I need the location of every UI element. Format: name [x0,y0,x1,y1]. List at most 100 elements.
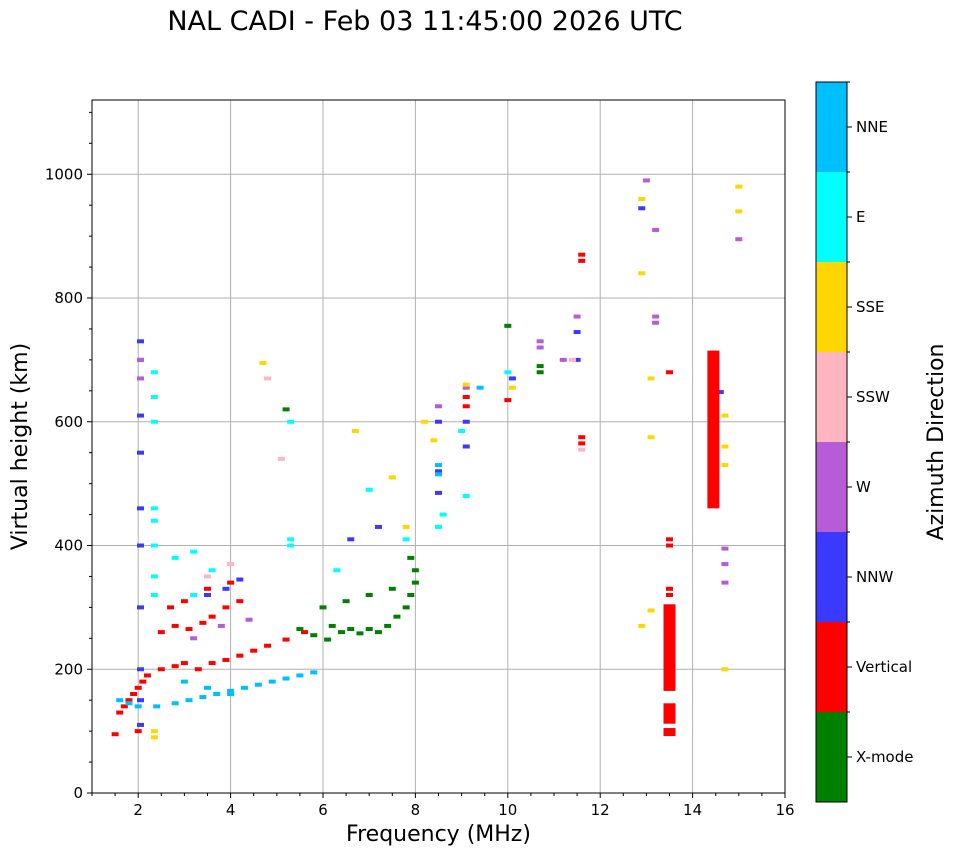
data-point-e [190,549,198,554]
data-point-x-mode [337,630,345,635]
data-point-nnw [137,339,145,344]
data-point-ssw [277,456,285,461]
data-point-nnw [435,419,442,424]
data-point-nnw [435,469,442,474]
colorbar-tick-label: NNW [856,568,893,586]
data-point-sse [259,360,267,365]
x-tick-label: 6 [318,801,328,819]
data-point-sse [150,735,158,740]
data-point-x-mode [310,633,318,638]
data-point-x-mode [411,580,419,585]
data-point-nnw [222,586,230,591]
data-point-x-mode [536,370,544,375]
data-point-e [208,568,216,573]
data-point-sse [647,608,655,613]
grid [92,100,786,793]
data-point-sse [430,438,438,443]
data-point-e [435,524,442,529]
data-point-nnw [137,667,145,672]
data-point-vertical [171,664,179,669]
data-point-vertical [504,398,512,403]
colorbar-tick-label: Vertical [856,658,912,676]
data-point-x-mode [536,364,544,369]
data-point-vertical [301,630,309,635]
data-point-nnw [137,543,145,548]
data-point-nne [153,704,161,709]
data-point-nne [282,676,290,681]
y-tick-label: 400 [54,537,83,555]
data-point-ssw [568,357,576,362]
x-tick-label: 14 [683,801,702,819]
data-point-vertical [204,586,211,591]
data-point-sse [721,413,729,418]
data-point-x-mode [374,630,382,635]
data-point-vertical [139,679,147,684]
data-point-sse [638,197,646,201]
data-point-sse [351,429,359,434]
data-point-nne [435,472,442,477]
data-point-nnw [204,593,211,597]
axes: 2 4 6 8 10 12 14 16 0 200 400 600 800 1000 [45,111,795,819]
data-point-w [735,237,743,242]
data-point-nnw [137,698,145,703]
data-point-ssw [227,562,235,567]
data-point-vertical [236,653,244,658]
data-point-nne [134,704,142,709]
data-point-vertical [194,667,202,672]
data-point-ssw [264,376,272,381]
data-point-vertical [180,599,188,604]
data-point-e [150,593,158,597]
data-point-e [439,512,447,517]
data-point-w [536,345,544,350]
x-tick-label: 16 [775,801,794,819]
data-point-x-mode [411,568,419,573]
data-point-vertical [250,648,258,653]
data-point-nnw [435,490,442,495]
data-point-w [245,617,253,622]
colorbar-frame [815,81,848,803]
data-point-vertical [208,661,216,666]
data-point-e [150,506,158,511]
data-point-nnw [716,390,724,395]
data-point-nne [185,698,193,703]
data-point-vertical [666,586,673,591]
data-point-e [402,537,410,542]
x-tick-label: 12 [591,801,610,819]
data-point-nne [171,701,179,706]
data-point-sse [508,385,516,390]
data-point-vertical [236,599,244,604]
data-point-vertical [227,580,235,585]
colorbar-segment-w [816,442,847,532]
data-point-vertical [578,258,586,263]
data-point-nne [227,692,235,696]
data-point-nnw [137,413,145,418]
colorbar-tick-label: E [856,208,865,226]
plot-frame [91,99,786,794]
data-point-vertical [120,704,128,709]
y-tick-label: 600 [54,413,83,431]
data-point-vertical [185,627,193,632]
data-point-nnw [137,722,145,727]
echo-bar-vertical [663,728,676,737]
echo-bar-vertical [663,703,676,724]
colorbar-segment-sse [816,262,847,352]
data-point-nne [476,385,484,390]
data-point-x-mode [342,599,350,604]
data-point-x-mode [282,407,290,412]
data-point-vertical [116,710,124,715]
x-tick-label: 2 [133,801,143,819]
y-tick-label: 200 [54,660,83,678]
data-point-w [573,314,581,319]
data-point-e [150,395,158,399]
data-point-e [287,419,295,424]
data-point-w [190,636,198,641]
data-point-sse [638,623,646,628]
data-point-w [559,357,567,362]
data-point-e [150,543,158,548]
data-point-nne [227,688,235,693]
data-point-e [333,568,341,573]
colorbar-label: Azimuth Direction [924,343,949,540]
data-point-nne [254,682,262,687]
colorbar-segment-ssw [816,352,847,442]
data-point-e [150,518,158,523]
